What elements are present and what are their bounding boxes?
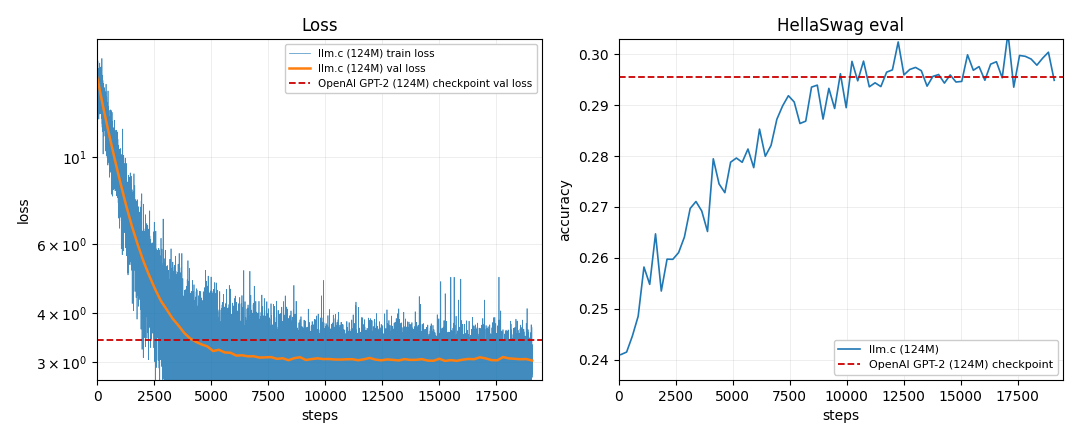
llm.c (124M) train loss: [95, 56, 108, 61]
OpenAI GPT-2 (124M) checkpoint val loss: [91, 337, 104, 342]
llm.c (124M) train loss: [91, 69, 104, 74]
llm.c (124M) train loss: [437, 352, 450, 357]
Y-axis label: loss: loss: [16, 196, 30, 223]
llm.c (124M): [903, 67, 916, 72]
llm.c (124M) train loss: [488, 336, 501, 341]
Line: llm.c (124M) train loss: llm.c (124M) train loss: [97, 59, 532, 386]
X-axis label: steps: steps: [301, 409, 338, 423]
llm.c (124M): [1048, 78, 1061, 83]
llm.c (124M): [615, 352, 627, 357]
Legend: llm.c (124M) train loss, llm.c (124M) val loss, OpenAI GPT-2 (124M) checkpoint v: llm.c (124M) train loss, llm.c (124M) va…: [285, 44, 537, 93]
llm.c (124M) val loss: [242, 354, 255, 359]
llm.c (124M): [892, 39, 905, 44]
llm.c (124M) val loss: [438, 358, 451, 363]
Line: llm.c (124M): llm.c (124M): [621, 33, 1054, 355]
OpenAI GPT-2 (124M) checkpoint: [612, 74, 625, 80]
llm.c (124M) val loss: [369, 357, 382, 362]
llm.c (124M) val loss: [526, 358, 539, 363]
llm.c (124M) train loss: [512, 337, 525, 343]
llm.c (124M): [765, 143, 778, 148]
llm.c (124M) val loss: [132, 242, 145, 247]
llm.c (124M): [654, 288, 667, 293]
OpenAI GPT-2 (124M) checkpoint: [612, 74, 625, 80]
llm.c (124M) train loss: [153, 384, 166, 389]
llm.c (124M): [961, 52, 974, 58]
Legend: llm.c (124M), OpenAI GPT-2 (124M) checkpoint: llm.c (124M), OpenAI GPT-2 (124M) checkp…: [834, 340, 1057, 374]
llm.c (124M) train loss: [315, 350, 328, 356]
X-axis label: steps: steps: [822, 409, 860, 423]
llm.c (124M) train loss: [526, 345, 539, 351]
llm.c (124M): [840, 105, 853, 110]
OpenAI GPT-2 (124M) checkpoint val loss: [91, 337, 104, 342]
llm.c (124M): [1001, 30, 1014, 36]
llm.c (124M) train loss: [322, 355, 335, 360]
llm.c (124M) val loss: [91, 74, 104, 80]
llm.c (124M) val loss: [445, 357, 458, 363]
Title: HellaSwag eval: HellaSwag eval: [778, 17, 904, 35]
llm.c (124M) train loss: [92, 69, 105, 74]
llm.c (124M) val loss: [380, 357, 393, 362]
Title: Loss: Loss: [301, 17, 338, 35]
llm.c (124M) val loss: [316, 356, 329, 362]
Line: llm.c (124M) val loss: llm.c (124M) val loss: [97, 77, 532, 361]
Y-axis label: accuracy: accuracy: [558, 178, 572, 241]
